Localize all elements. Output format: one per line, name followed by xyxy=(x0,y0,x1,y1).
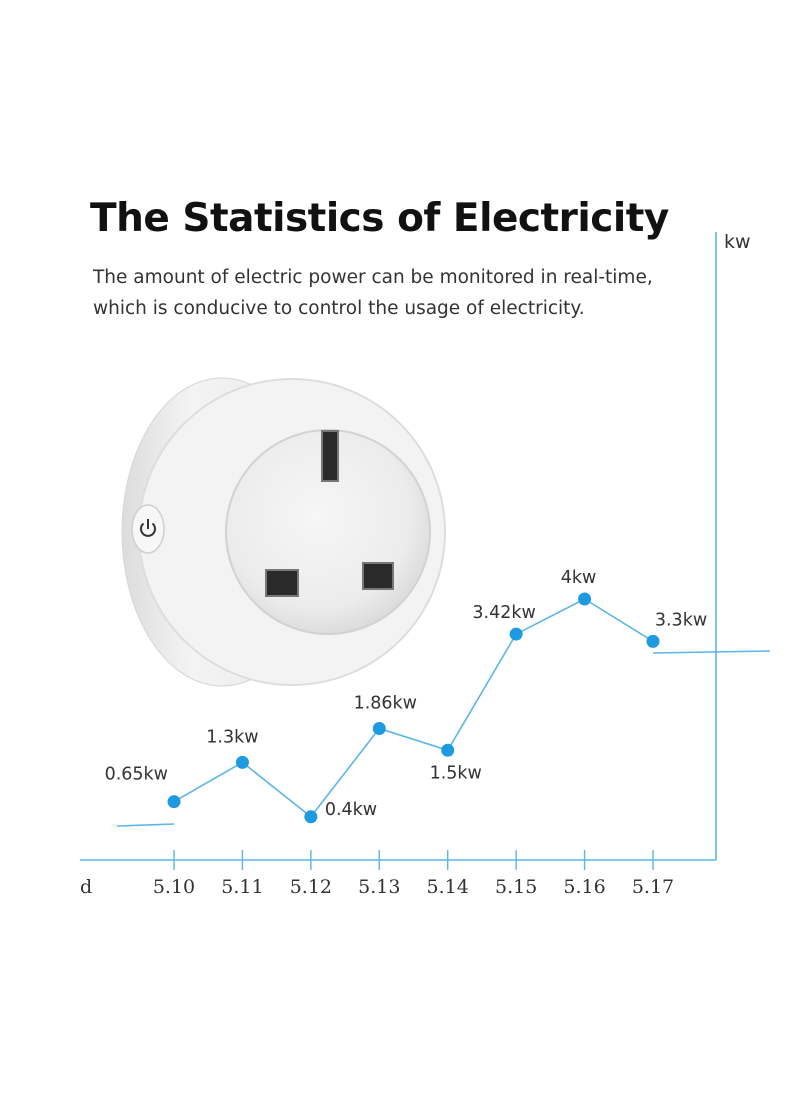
x-tick-label: 5.12 xyxy=(290,876,332,898)
x-tick-label: 5.11 xyxy=(221,876,263,898)
power-icon xyxy=(131,504,165,554)
x-tick-label: 5.13 xyxy=(358,876,400,898)
series-line xyxy=(173,598,654,818)
smart-plug xyxy=(121,377,446,687)
data-point xyxy=(235,755,249,769)
x-tick-label: 5.15 xyxy=(495,876,537,898)
x-tick-label: 5.17 xyxy=(632,876,674,898)
data-label: 4kw xyxy=(561,568,597,588)
data-points xyxy=(167,592,660,824)
data-label: 0.4kw xyxy=(325,800,377,820)
data-label: 1.5kw xyxy=(430,763,482,783)
earth-pin-slot xyxy=(321,430,339,482)
y-axis-label: kw xyxy=(724,231,751,253)
x-ticks xyxy=(173,850,654,870)
series-lead-in xyxy=(116,823,175,827)
x-tick-labels: 5.10 5.11 5.12 5.13 5.14 5.15 5.16 5.17 xyxy=(153,876,674,898)
x-axis-label: d xyxy=(80,876,92,898)
x-tick-label: 5.14 xyxy=(427,876,469,898)
data-point xyxy=(646,634,660,648)
data-point xyxy=(578,592,592,606)
subtitle-line-1: The amount of electric power can be moni… xyxy=(93,267,653,288)
data-label: 3.42kw xyxy=(472,603,535,623)
series-lead-out xyxy=(652,650,771,654)
live-pin-slot xyxy=(265,569,299,597)
x-tick-label: 5.10 xyxy=(153,876,195,898)
data-label: 0.65kw xyxy=(105,765,168,785)
data-point xyxy=(304,810,318,824)
subtitle-line-2: which is conducive to control the usage … xyxy=(93,298,585,319)
neutral-pin-slot xyxy=(362,562,394,590)
page-title: The Statistics of Electricity xyxy=(90,196,669,241)
data-label: 3.3kw xyxy=(655,610,707,630)
chart: kw d 5.10 5.11 5.12 5.13 5.14 5.15 5.16 5.17 0.… xyxy=(80,231,771,898)
data-labels: 0.65kw 1.3kw 0.4kw 1.86kw 1.5kw 3.42kw 4kw 3.3k… xyxy=(105,568,708,820)
data-point xyxy=(441,743,455,757)
data-point xyxy=(509,627,523,641)
x-tick-label: 5.16 xyxy=(563,876,605,898)
data-label: 1.3kw xyxy=(206,727,258,747)
data-point xyxy=(167,795,181,809)
data-point xyxy=(372,721,386,735)
data-label: 1.86kw xyxy=(354,693,417,713)
page-subtitle: The amount of electric power can be moni… xyxy=(93,262,653,324)
